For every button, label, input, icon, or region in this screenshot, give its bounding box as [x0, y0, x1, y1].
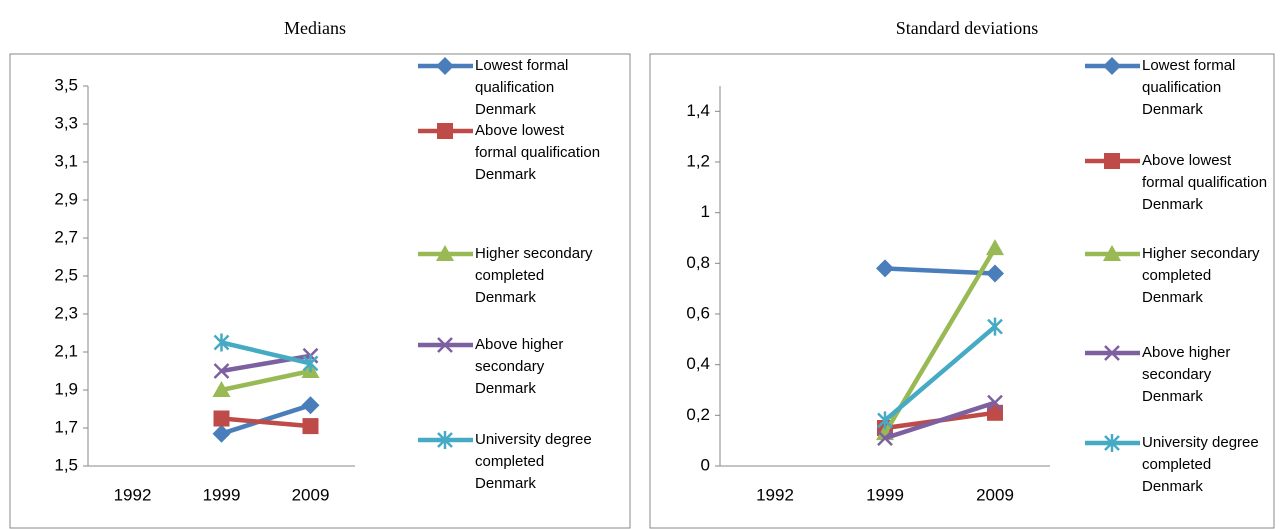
legend-marker [1104, 153, 1120, 169]
y-tick-label: 1,7 [54, 417, 78, 436]
data-point [212, 424, 231, 443]
series-line [220, 403, 312, 436]
data-point [987, 317, 1003, 336]
y-tick-label: 1,5 [54, 455, 78, 474]
chart-frame [649, 53, 1275, 529]
data-point [212, 381, 231, 397]
data-point [301, 396, 320, 415]
y-tick-label: 1,4 [686, 101, 710, 120]
legend-label: University degree completed Denmark [1142, 434, 1259, 495]
legend-marker [1104, 434, 1120, 452]
y-tick-label: 1,9 [54, 379, 78, 398]
data-point [986, 239, 1004, 256]
data-point [877, 411, 893, 430]
data-point [987, 394, 1003, 411]
legend-marker [437, 431, 453, 449]
y-tick-label: 0,2 [686, 405, 710, 424]
y-tick-label: 3,1 [54, 151, 78, 170]
y-tick-label: 3,3 [54, 113, 78, 132]
y-tick-label: 2,7 [54, 227, 78, 246]
x-tick-label: 2009 [976, 485, 1014, 504]
legend-marker [1103, 245, 1121, 261]
legend-label: Higher secondary completed Denmark [1142, 245, 1260, 306]
data-point [876, 259, 894, 278]
legend-marker [437, 337, 453, 353]
series-line [883, 324, 997, 423]
legend-marker [1103, 57, 1121, 75]
data-point [302, 354, 319, 373]
y-tick-label: 3,5 [54, 75, 78, 94]
y-tick-label: 0,8 [686, 253, 710, 272]
y-tick-label: 1 [701, 202, 710, 221]
series-line [221, 416, 311, 429]
legend-label: Lowest formal qualification Denmark [475, 57, 569, 118]
y-tick-label: 0 [701, 455, 710, 474]
y-tick-label: 0,4 [686, 354, 710, 373]
data-point [987, 404, 1003, 421]
series-line [884, 400, 996, 441]
data-point [877, 430, 893, 447]
chart-title: Standard deviations [896, 18, 1038, 38]
legend-label: Above higher secondary Denmark [1142, 344, 1231, 405]
legend-label: Above lowest formal qualification Denmar… [475, 122, 601, 183]
y-tick-label: 2,5 [54, 265, 78, 284]
legend-label: Lowest formal qualification Denmark [1142, 57, 1236, 118]
y-tick-label: 2,9 [54, 189, 78, 208]
data-point [302, 418, 319, 435]
y-tick-label: 0,6 [686, 303, 710, 322]
x-tick-label: 1992 [114, 485, 152, 504]
series-line [220, 340, 312, 366]
chart-title: Medians [284, 18, 346, 38]
x-tick-label: 2009 [292, 485, 330, 504]
series-line [221, 368, 311, 393]
legend-label: Above lowest formal qualification Denmar… [1142, 152, 1268, 213]
legend-marker [437, 123, 453, 139]
legend-marker [436, 245, 454, 261]
x-tick-label: 1999 [203, 485, 241, 504]
x-tick-label: 1999 [866, 485, 904, 504]
y-tick-label: 2,3 [54, 303, 78, 322]
data-point [986, 264, 1004, 283]
legend-label: University degree completed Denmark [475, 431, 592, 492]
data-point [213, 410, 230, 427]
legend-marker [1104, 345, 1120, 361]
data-point [213, 363, 230, 379]
legend-label: Higher secondary completed Denmark [475, 245, 593, 306]
y-tick-label: 2,1 [54, 341, 78, 360]
chart-frame [9, 53, 631, 529]
y-tick-label: 1,2 [686, 151, 710, 170]
data-point [213, 333, 230, 352]
series-line [884, 266, 996, 276]
x-tick-label: 1992 [756, 485, 794, 504]
legend-marker [436, 57, 454, 75]
legend-label: Above higher secondary Denmark [475, 336, 564, 397]
